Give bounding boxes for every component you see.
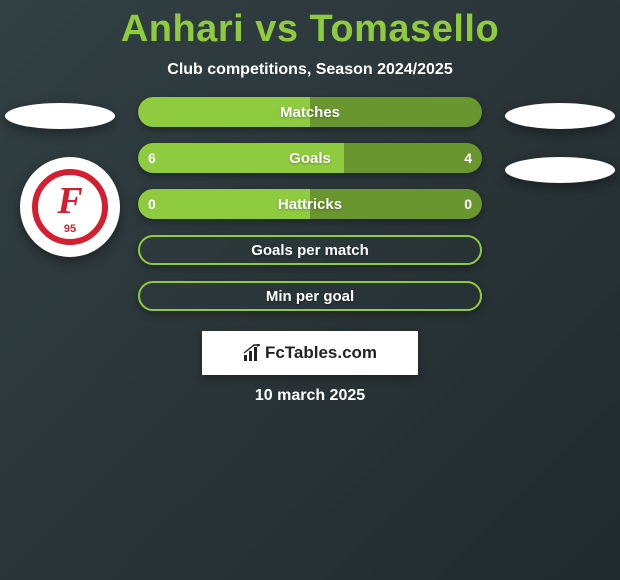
stat-bar: Goals6 4	[138, 143, 482, 173]
club-badge: F 95	[20, 157, 120, 257]
page-title: Anhari vs Tomasello	[0, 0, 620, 51]
stats-stage: F 95 Matches Goals6 4 Hattricks0 0 Goals per …	[0, 97, 620, 517]
player-slot-left	[5, 103, 115, 129]
bar-label: Hattricks	[138, 189, 482, 219]
brand-label: FcTables.com	[243, 343, 377, 363]
stat-bar: Hattricks0 0	[138, 189, 482, 219]
bar-label: Goals per match	[140, 237, 480, 263]
stat-bar: Matches	[138, 97, 482, 127]
bar-value-right: 4	[464, 143, 472, 173]
bar-label: Goals	[138, 143, 482, 173]
brand-text: FcTables.com	[265, 343, 377, 363]
bar-value-right: 0	[464, 189, 472, 219]
bar-value-left: 6	[148, 143, 156, 173]
club-badge-ring: F 95	[32, 169, 108, 245]
page-subtitle: Club competitions, Season 2024/2025	[0, 61, 620, 79]
player-slot-right-1	[505, 103, 615, 129]
stat-bar: Min per goal	[138, 281, 482, 311]
stat-bar: Goals per match	[138, 235, 482, 265]
date-label: 10 march 2025	[0, 387, 620, 405]
bar-label: Min per goal	[140, 283, 480, 309]
player-slot-right-2	[505, 157, 615, 183]
bar-label: Matches	[138, 97, 482, 127]
chart-icon	[243, 344, 263, 362]
stat-bars: Matches Goals6 4 Hattricks0 0 Goals per match…	[138, 97, 482, 327]
club-badge-letter: F	[57, 182, 82, 220]
club-badge-number: 95	[64, 223, 76, 235]
brand-box: FcTables.com	[202, 331, 418, 375]
bar-value-left: 0	[148, 189, 156, 219]
